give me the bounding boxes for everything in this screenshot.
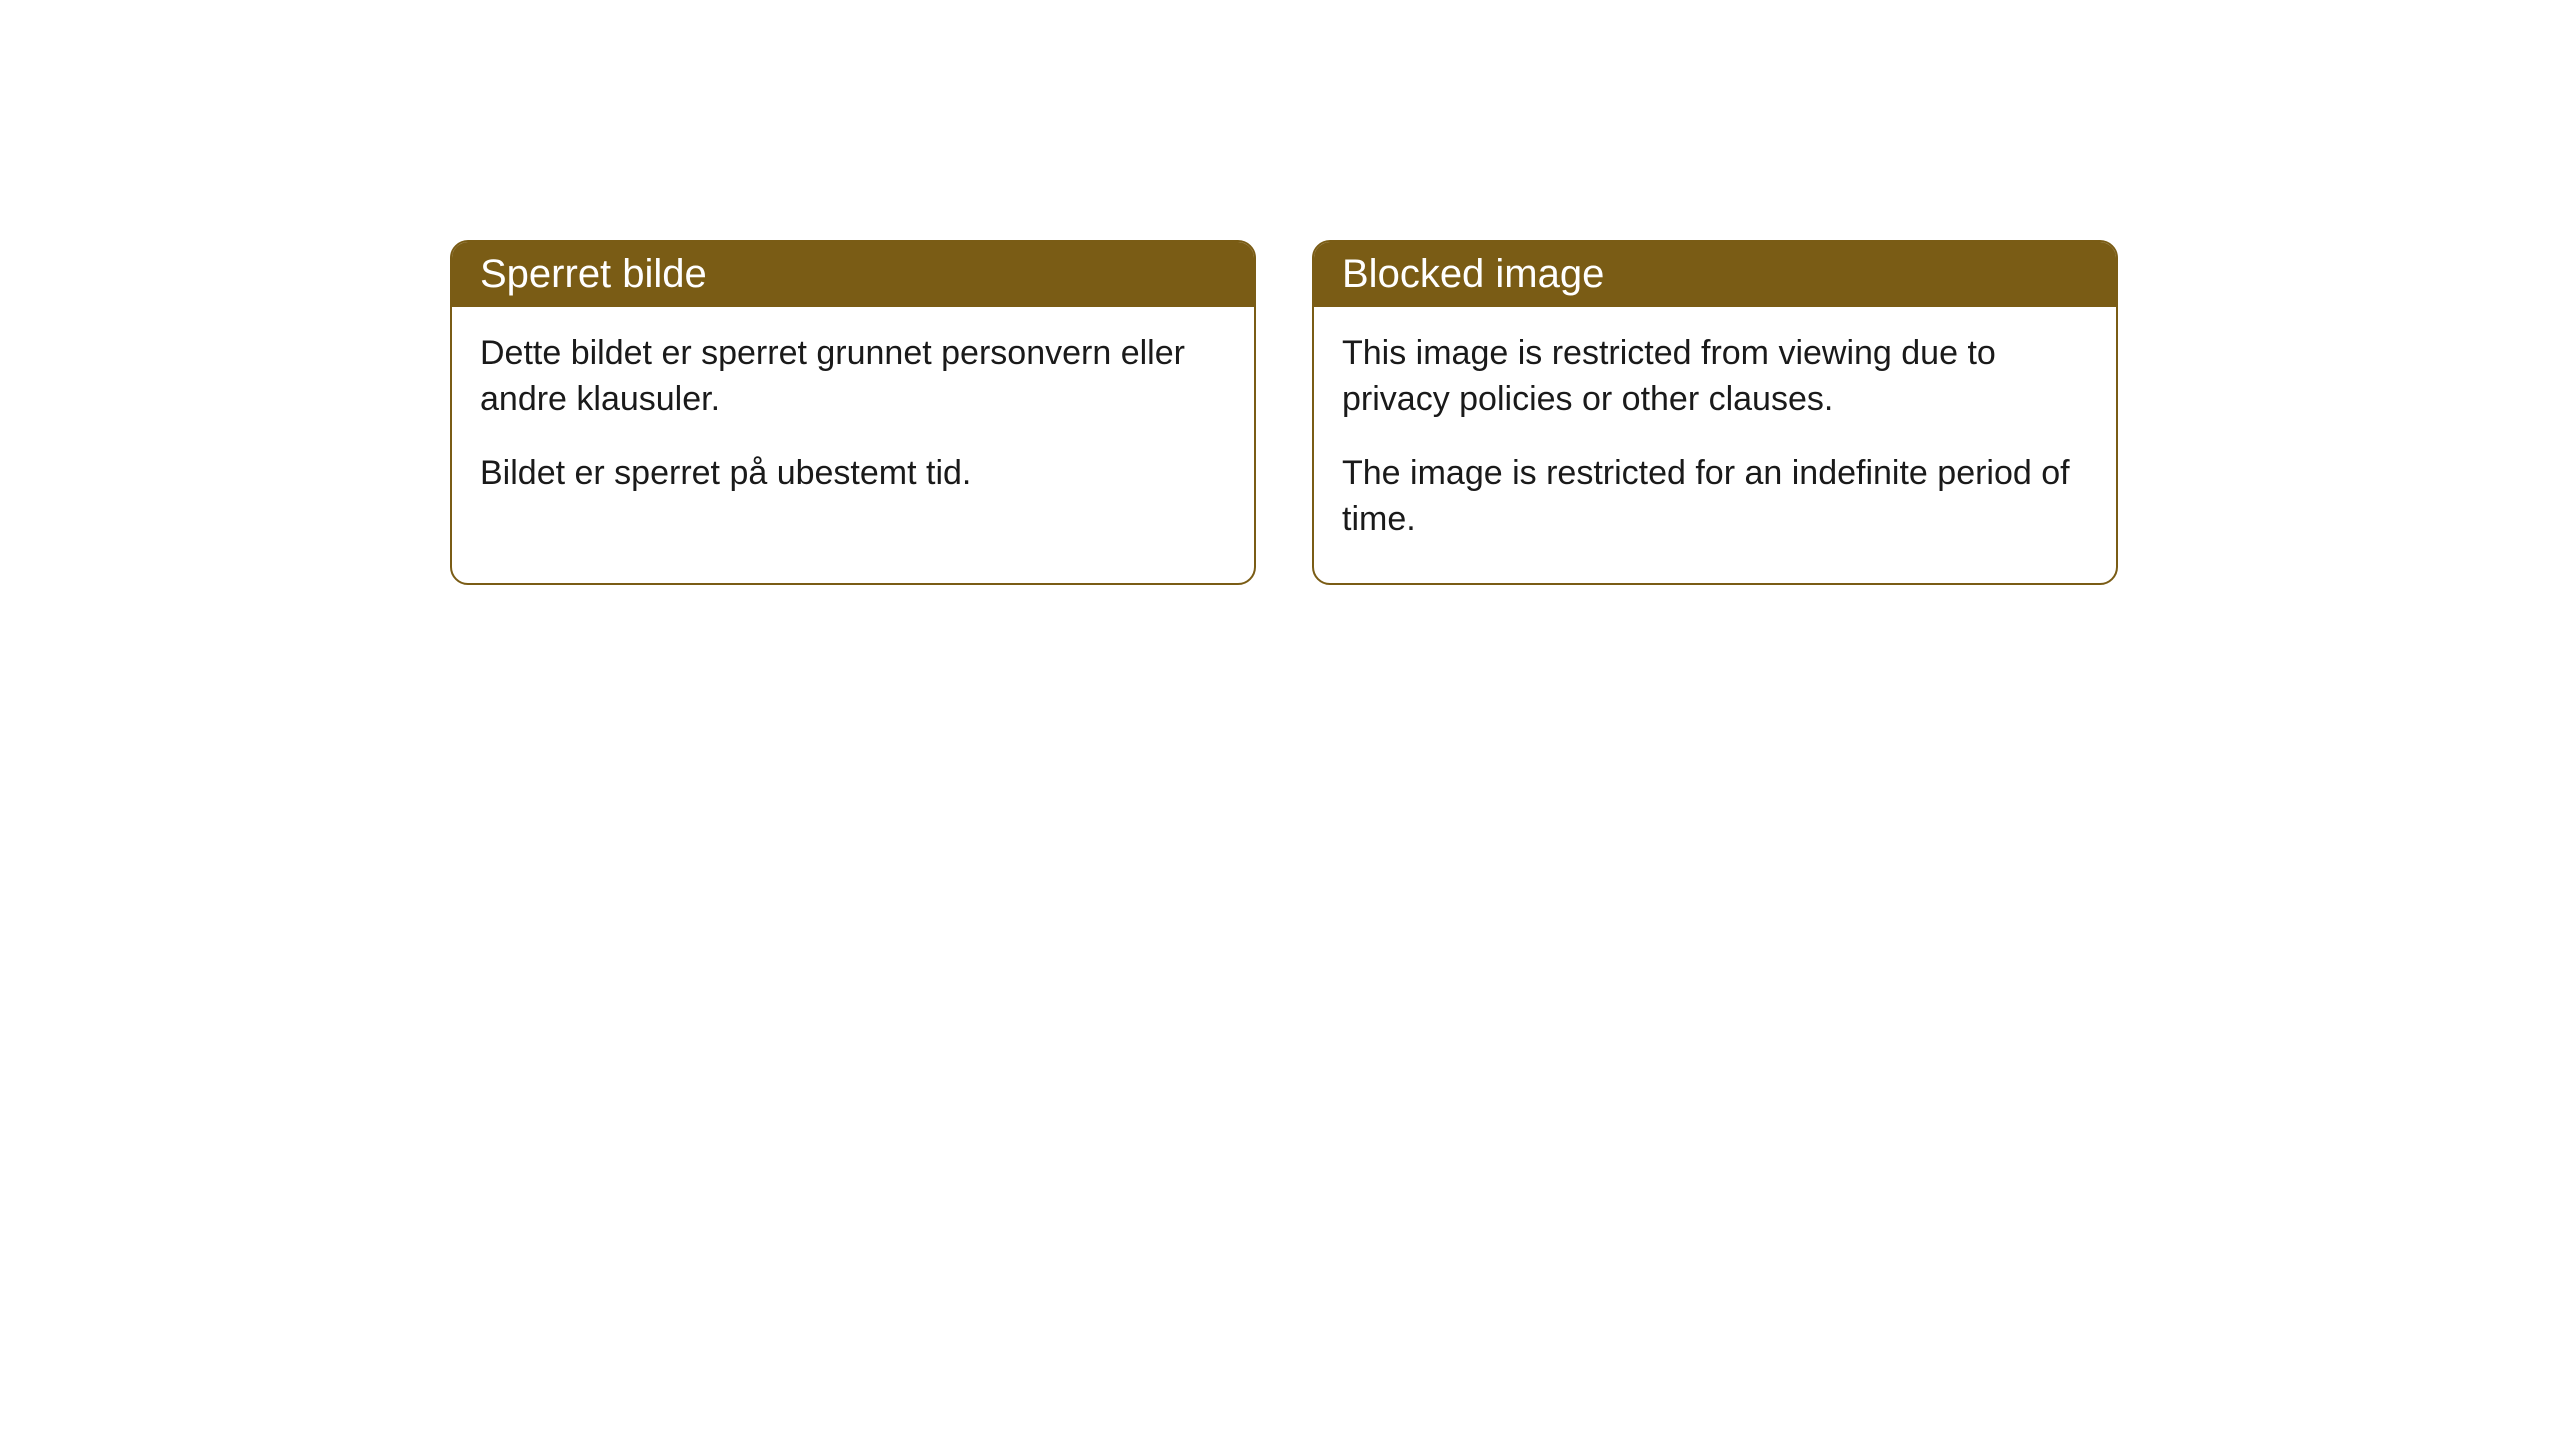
card-body: This image is restricted from viewing du… [1314, 307, 2116, 583]
card-body: Dette bildet er sperret grunnet personve… [452, 307, 1254, 537]
card-header: Sperret bilde [452, 242, 1254, 307]
blocked-image-card-english: Blocked image This image is restricted f… [1312, 240, 2118, 585]
card-title: Sperret bilde [480, 252, 707, 296]
notice-cards-container: Sperret bilde Dette bildet er sperret gr… [450, 240, 2118, 585]
card-paragraph: The image is restricted for an indefinit… [1342, 451, 2088, 543]
card-paragraph: Bildet er sperret på ubestemt tid. [480, 451, 1226, 497]
card-paragraph: Dette bildet er sperret grunnet personve… [480, 331, 1226, 423]
blocked-image-card-norwegian: Sperret bilde Dette bildet er sperret gr… [450, 240, 1256, 585]
card-header: Blocked image [1314, 242, 2116, 307]
card-paragraph: This image is restricted from viewing du… [1342, 331, 2088, 423]
card-title: Blocked image [1342, 252, 1604, 296]
